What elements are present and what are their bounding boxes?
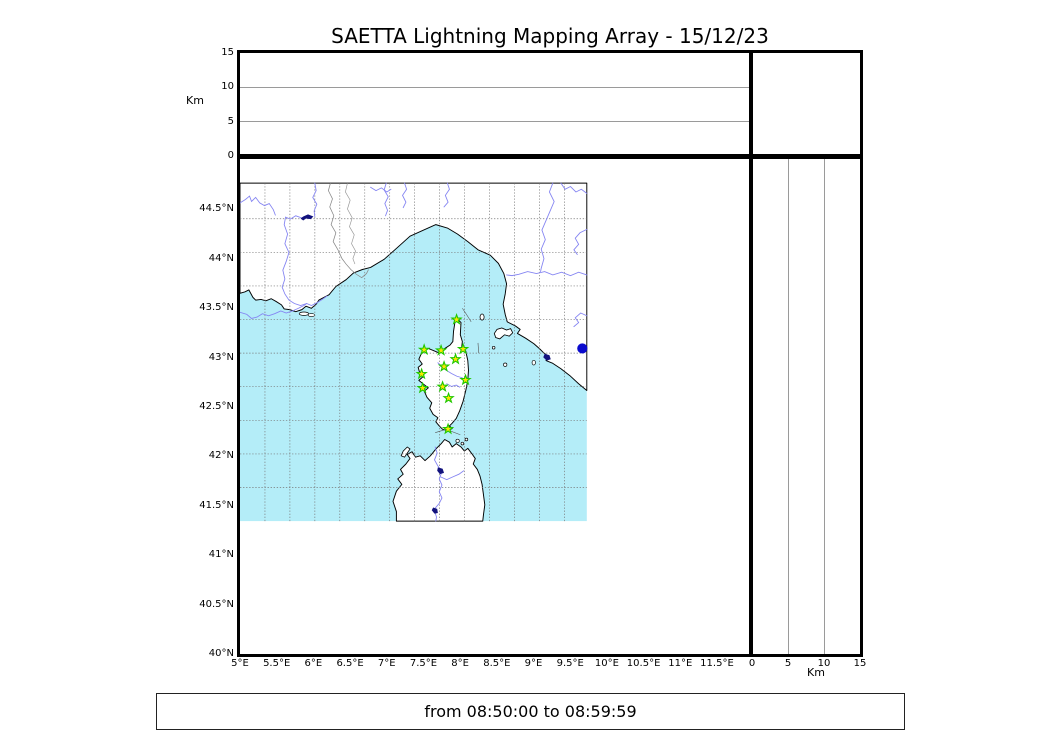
altitude-axis-label-left: Km — [186, 94, 204, 107]
giglio-island — [531, 359, 536, 366]
station-star — [415, 367, 428, 380]
lakes — [300, 214, 551, 514]
maddalena-island-2 — [460, 441, 465, 446]
station-star — [416, 381, 429, 394]
altitude-tick-label-bottom: 10 — [817, 658, 831, 669]
map-panel — [240, 182, 588, 522]
altitude-tick-label-left: 0 — [227, 150, 234, 161]
maddalena-island — [455, 438, 460, 443]
altitude-tick-label-bottom: 5 — [784, 658, 792, 669]
page-title: SAETTA Lightning Mapping Array - 15/12/2… — [331, 24, 769, 48]
lon-tick-label: 6°E — [304, 658, 323, 669]
lat-tick-label: 42°N — [208, 450, 234, 462]
lon-tick-label: 8.5°E — [483, 658, 511, 669]
asinara-island — [400, 446, 411, 458]
lat-tick-label: 43°N — [208, 351, 234, 363]
lightning-event-points — [577, 343, 588, 354]
sardinia-coast — [392, 439, 486, 522]
lon-tick-label: 11°E — [668, 658, 693, 669]
station-star — [442, 391, 455, 404]
lat-tick-label: 42.5°N — [199, 400, 234, 412]
lon-tick-label: 5°E — [231, 658, 249, 669]
station-star — [434, 343, 448, 356]
top-panel-gridline-5km — [240, 121, 750, 122]
hyeres-island-2 — [307, 313, 316, 317]
lat-tick-label: 44.5°N — [199, 203, 234, 215]
lat-tick-label: 41.5°N — [199, 499, 234, 511]
station-star — [459, 373, 472, 386]
map-gridlines — [240, 183, 587, 522]
station-star — [450, 313, 463, 325]
mainland-coast — [240, 182, 588, 392]
top-panel-gridline-10km — [240, 87, 750, 88]
altitude-tick-label-left: 10 — [221, 81, 234, 93]
station-star — [441, 422, 455, 435]
capraia-island — [479, 313, 485, 321]
lon-tick-label: 10.5°E — [626, 658, 661, 669]
corner-panel-frame — [749, 50, 863, 159]
lon-tick-label: 8°E — [451, 658, 469, 669]
lat-tick-label: 41°N — [208, 549, 234, 561]
hyeres-island — [298, 311, 310, 316]
altitude-tick-label-left: 15 — [221, 47, 234, 58]
regional-border — [345, 183, 356, 265]
france-italy-border — [328, 183, 369, 279]
station-star — [436, 380, 449, 393]
time-range-box: from 08:50:00 to 08:59:59 — [156, 693, 905, 730]
lon-tick-label: 10°E — [594, 658, 619, 669]
right-panel-gridline-5km — [788, 157, 789, 654]
altitude-tick-label-left: 5 — [227, 115, 234, 127]
station-star — [417, 343, 431, 356]
lat-tick-label: 44°N — [208, 252, 234, 264]
lon-tick-label: 7°E — [377, 658, 396, 669]
elba-island — [493, 327, 514, 340]
altitude-panel-right-frame — [749, 154, 863, 657]
lon-tick-label: 11.5°E — [700, 658, 734, 669]
right-panel-gridline-10km — [824, 157, 825, 654]
lon-tick-label: 5.5°E — [263, 658, 291, 669]
station-star — [449, 352, 462, 365]
lightning-event-dot — [577, 343, 588, 354]
station-star — [456, 342, 470, 355]
pianosa-island — [491, 346, 496, 350]
lon-tick-label: 6.5°E — [336, 658, 364, 669]
altitude-tick-label-bottom: 0 — [748, 658, 756, 669]
altitude-tick-label-bottom: 15 — [853, 658, 867, 669]
lat-tick-label: 40.5°N — [199, 598, 234, 610]
rivers — [240, 182, 588, 522]
lat-tick-label: 40°N — [208, 648, 234, 659]
station-markers — [415, 313, 472, 435]
corsica-coast — [417, 318, 469, 432]
lon-tick-label: 9°E — [524, 658, 543, 669]
lon-tick-label: 7.5°E — [409, 658, 438, 669]
lat-tick-label: 43.5°N — [199, 302, 234, 314]
lon-tick-label: 9.5°E — [556, 658, 584, 669]
time-range-text: from 08:50:00 to 08:59:59 — [424, 702, 637, 721]
montecristo-island — [503, 362, 508, 367]
altitude-panel-top-frame — [237, 50, 753, 159]
altitude-axis-label-bottom: Km — [807, 666, 825, 679]
station-star — [437, 359, 451, 372]
maddalena-island-3 — [464, 437, 469, 442]
